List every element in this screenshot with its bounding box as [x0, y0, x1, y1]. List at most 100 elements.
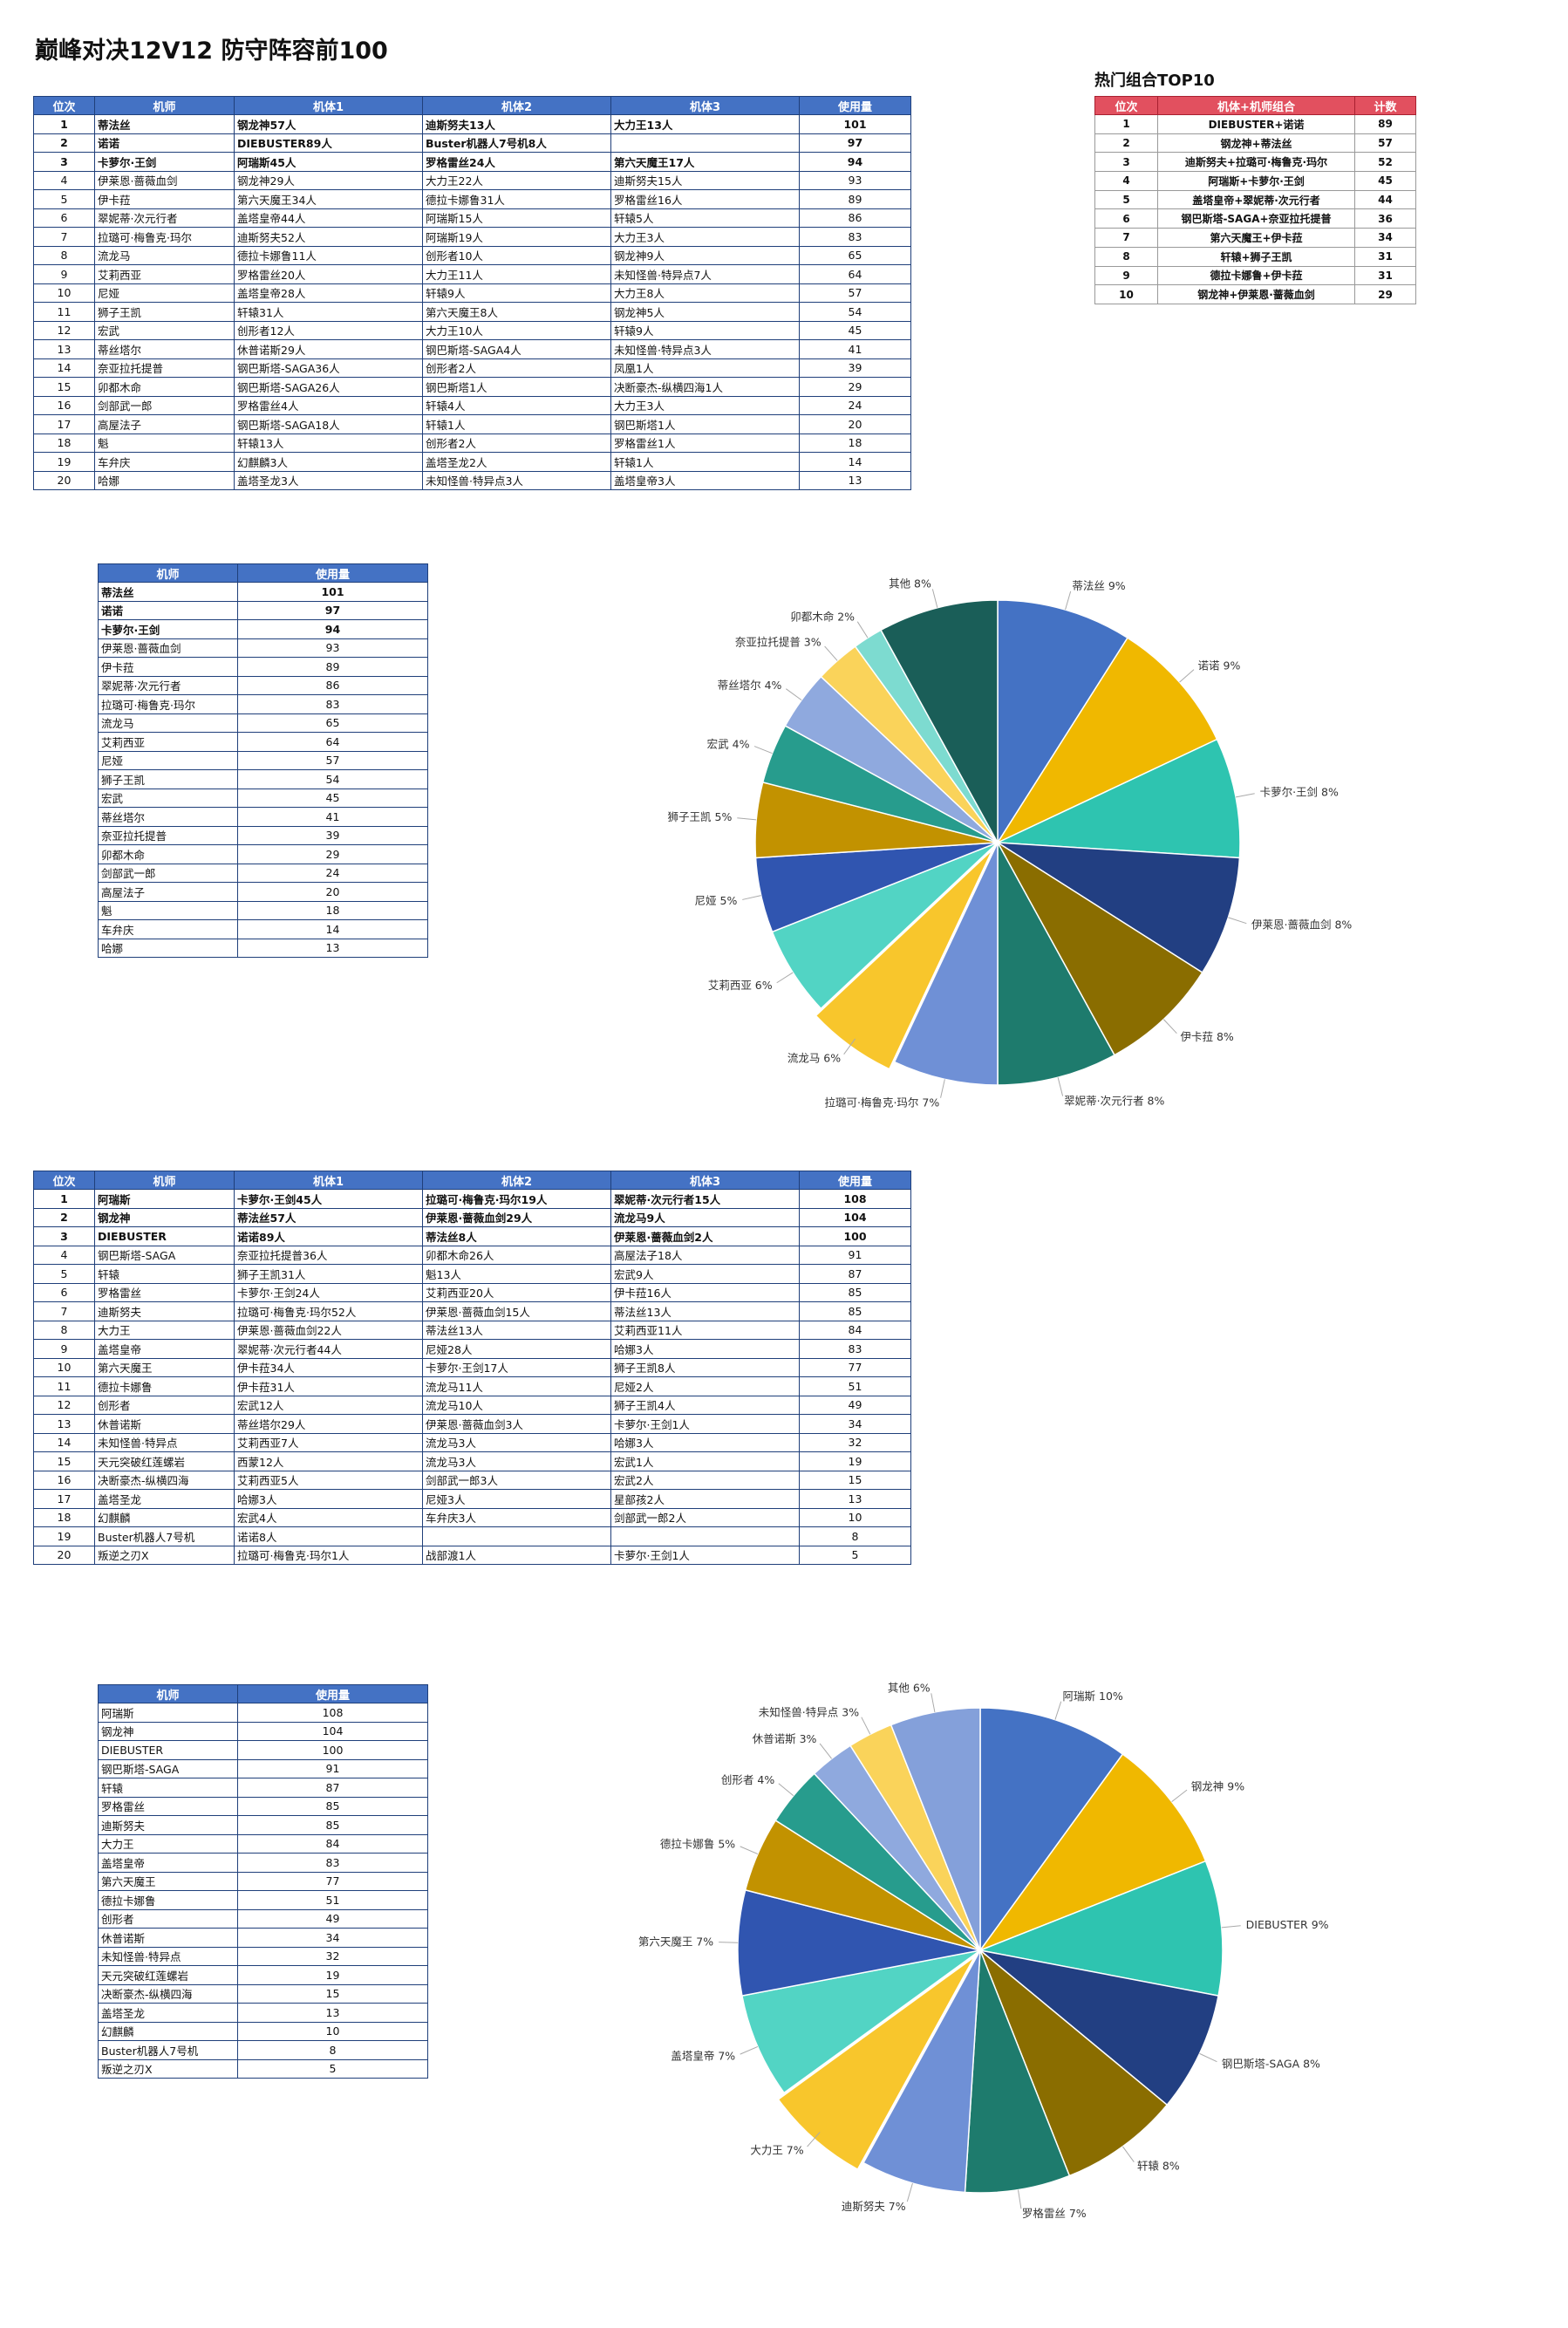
- table-cell: 伊卡菈: [94, 189, 235, 209]
- table-cell: 钢龙神+蒂法丝: [1157, 133, 1355, 154]
- table-cell: 宏武: [98, 788, 238, 808]
- table-cell: 15: [237, 1983, 428, 2004]
- table-cell: 未知怪兽·特异点3人: [422, 470, 611, 490]
- table-cell: 创形者12人: [234, 320, 423, 340]
- table-row: 钢巴斯塔-SAGA 91: [98, 1758, 428, 1778]
- table-cell: 迪斯努夫15人: [610, 170, 800, 190]
- pie-slice: [997, 738, 1241, 859]
- table-cell: 蒂法丝: [94, 114, 235, 134]
- leader-line: [1179, 669, 1195, 683]
- table-cell: [610, 1526, 800, 1546]
- table-cell: 大力王22人: [422, 170, 611, 190]
- table-cell: 剑部武一郎2人: [610, 1507, 800, 1527]
- table-cell: 拉璐可·梅鲁克·玛尔: [94, 227, 235, 247]
- table-cell: 迪斯努夫52人: [234, 227, 423, 247]
- table-cell: 钢巴斯塔-SAGA18人: [234, 414, 423, 434]
- table-row: 5 轩辕 狮子王凯31人 魁13人 宏武9人 87: [33, 1264, 911, 1284]
- table-cell: 86: [237, 675, 428, 695]
- table-cell: 19: [237, 1965, 428, 1985]
- table-cell: 101: [799, 114, 911, 134]
- table-cell: 1: [33, 114, 95, 134]
- table-cell: 39: [799, 358, 911, 378]
- table-row: 盖塔皇帝 83: [98, 1853, 428, 1873]
- column-header: 位次: [1094, 96, 1158, 115]
- table-cell: Buster机器人7号机8人: [422, 133, 611, 153]
- table-cell: 西蒙12人: [234, 1451, 423, 1471]
- leader-line: [1171, 1789, 1188, 1803]
- table-cell: 17: [33, 414, 95, 434]
- pie-data-label: 宏武 4%: [707, 737, 750, 750]
- table-cell: 车弁庆3人: [422, 1507, 611, 1527]
- table-row: 8 轩辕+狮子王凯 31: [1094, 246, 1416, 267]
- pie-data-label: DIEBUSTER 9%: [1246, 1918, 1329, 1931]
- pie-data-label: 休普诺斯 3%: [753, 1732, 817, 1745]
- column-header: 机体3: [610, 1171, 800, 1190]
- table-cell: 拉璐可·梅鲁克·玛尔19人: [422, 1189, 611, 1209]
- table-cell: 凤凰1人: [610, 358, 800, 378]
- table-cell: 德拉卡娜鲁+伊卡菈: [1157, 265, 1355, 286]
- table-cell: 轩辕9人: [610, 320, 800, 340]
- table-row: 哈娜 13: [98, 938, 428, 958]
- table-cell: 6: [33, 208, 95, 228]
- table-cell: 15: [33, 1451, 95, 1471]
- column-header: 机师: [98, 1684, 238, 1703]
- leader-line: [786, 688, 802, 701]
- table-cell: 24: [799, 395, 911, 415]
- table-row: 剑部武一郎 24: [98, 863, 428, 883]
- table-cell: 钢龙神9人: [610, 245, 800, 265]
- mech-usage-pie-chart: 阿瑞斯 10% 钢龙神 9% DIEBUSTER 9% 钢巴斯塔-SAGA 8% 轩辕 …: [638, 1681, 1329, 2220]
- pie-data-label: 卯都木命 2%: [790, 611, 855, 624]
- column-header: 使用量: [237, 1684, 428, 1703]
- table-row: 7 迪斯努夫 拉璐可·梅鲁克·玛尔52人 伊莱恩·蔷薇血剑15人 蒂法丝13人 85: [33, 1301, 911, 1321]
- table-cell: 流龙马: [98, 713, 238, 733]
- table-row: 4 钢巴斯塔-SAGA 奈亚拉托提普36人 卯都木命26人 高屋法子18人 91: [33, 1245, 911, 1265]
- table-cell: 德拉卡娜鲁: [94, 1376, 235, 1396]
- pie-data-label: 尼娅 5%: [695, 894, 738, 907]
- table-cell: 决断豪杰-纵横四海1人: [610, 377, 800, 397]
- table-cell: 诺诺: [98, 600, 238, 620]
- leader-line: [1235, 793, 1255, 798]
- table-cell: 星部孩2人: [610, 1489, 800, 1509]
- column-header: 机体3: [610, 96, 800, 115]
- table-row: 17 盖塔圣龙 哈娜3人 尼娅3人 星部孩2人 13: [33, 1489, 911, 1509]
- table-row: 决断豪杰-纵横四海 15: [98, 1983, 428, 2004]
- leader-line: [1057, 1077, 1064, 1096]
- table-cell: 51: [799, 1376, 911, 1396]
- table-cell: 创形者2人: [422, 433, 611, 453]
- table-cell: 13: [33, 339, 95, 359]
- table-cell: 第六天魔王34人: [234, 189, 423, 209]
- table-cell: 大力王3人: [610, 395, 800, 415]
- table-cell: 未知怪兽·特异点: [98, 1946, 238, 1966]
- table-row: 奈亚拉托提普 39: [98, 825, 428, 845]
- table-cell: 高屋法子18人: [610, 1245, 800, 1265]
- column-header: 机体+机师组合: [1157, 96, 1355, 115]
- table-cell: [422, 1526, 611, 1546]
- table-cell: 49: [799, 1395, 911, 1415]
- table-cell: 57: [237, 750, 428, 770]
- table-cell: 盖塔皇帝: [98, 1853, 238, 1873]
- table-cell: 轩辕: [98, 1778, 238, 1798]
- table-cell: 哈娜: [94, 470, 235, 490]
- table-cell: 39: [237, 825, 428, 845]
- pie-slice: [997, 842, 1115, 1086]
- table-row: 盖塔圣龙 13: [98, 2003, 428, 2023]
- table-cell: 艾莉西亚5人: [234, 1470, 423, 1490]
- table-cell: 83: [237, 1853, 428, 1873]
- table-cell: 诺诺: [94, 133, 235, 153]
- leader-line: [843, 1038, 856, 1055]
- column-header: 使用量: [799, 96, 911, 115]
- pie-slice: [893, 842, 999, 1086]
- table-cell: 盖塔圣龙3人: [234, 470, 423, 490]
- table-cell: 罗格雷丝16人: [610, 189, 800, 209]
- table-cell: 钢巴斯塔1人: [610, 414, 800, 434]
- table-cell: 5: [1094, 189, 1158, 210]
- pie-slice: [862, 1949, 981, 2194]
- table-cell: 钢龙神57人: [234, 114, 423, 134]
- table-row: 车弁庆 14: [98, 919, 428, 939]
- table-cell: 大力王13人: [610, 114, 800, 134]
- table-row: 3 DIEBUSTER 诺诺89人 蒂法丝8人 伊莱恩·蔷薇血剑2人 100: [33, 1226, 911, 1246]
- table-cell: 轩辕: [94, 1264, 235, 1284]
- table-cell: 65: [237, 713, 428, 733]
- pie-slice: [741, 1949, 981, 2094]
- leader-line: [719, 1942, 739, 1943]
